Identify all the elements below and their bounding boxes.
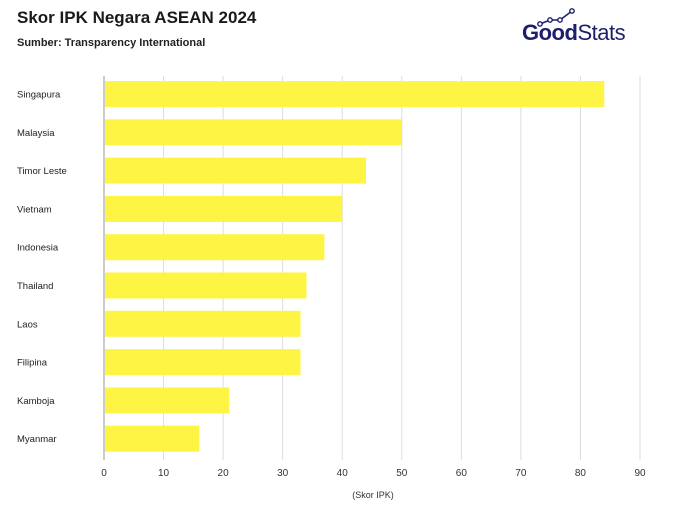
x-tick-label: 60 (456, 468, 468, 479)
trend-line-icon (537, 8, 575, 27)
x-tick-label: 70 (515, 468, 527, 479)
bar-malaysia (105, 119, 402, 146)
bar-thailand (105, 272, 307, 299)
category-label: Vietnam (17, 204, 52, 215)
bar-timor-leste (105, 157, 367, 184)
category-label: Kamboja (17, 396, 55, 407)
bar-laos (105, 310, 301, 337)
category-label: Myanmar (17, 434, 57, 445)
category-label: Laos (17, 319, 38, 330)
bar-kamboja (105, 387, 230, 414)
chart-title: Skor IPK Negara ASEAN 2024 (17, 8, 257, 27)
chart-subtitle: Sumber: Transparency International (17, 37, 206, 49)
bar-vietnam (105, 195, 343, 222)
category-label: Indonesia (17, 243, 59, 254)
category-label: Malaysia (17, 128, 55, 139)
category-label: Timor Leste (17, 166, 67, 177)
goodstats-logo: GoodStats (522, 8, 642, 46)
logo-text-light: Stats (577, 20, 626, 45)
category-label: Filipina (17, 358, 48, 369)
x-tick-label: 30 (277, 468, 289, 479)
category-label: Thailand (17, 281, 53, 292)
x-tick-label: 0 (101, 468, 107, 479)
category-label: Singapura (17, 90, 61, 101)
bar-myanmar (105, 425, 200, 452)
x-tick-label: 20 (218, 468, 230, 479)
x-axis-label: (Skor IPK) (352, 490, 394, 500)
bar-filipina (105, 349, 301, 376)
x-tick-label: 10 (158, 468, 170, 479)
x-tick-label: 90 (634, 468, 646, 479)
logo-text-bold: Good (522, 20, 578, 45)
bar-indonesia (105, 234, 325, 261)
x-tick-label: 80 (575, 468, 587, 479)
bar-singapura (105, 81, 605, 107)
x-tick-label: 50 (396, 468, 408, 479)
x-tick-label: 40 (337, 468, 349, 479)
